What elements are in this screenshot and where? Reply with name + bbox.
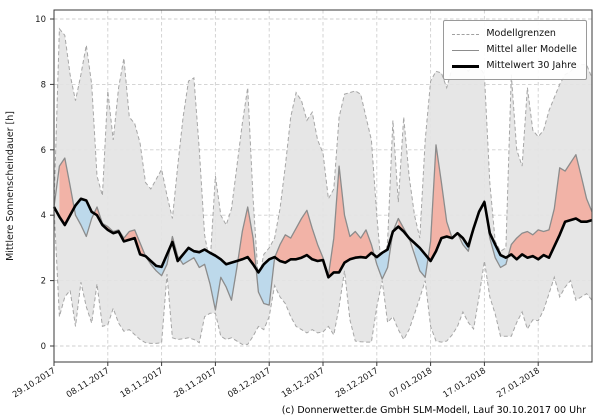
- model-mean-line: [53, 144, 593, 311]
- model-mean-path: [53, 144, 593, 311]
- x-tick-label: 27.01.2018: [495, 366, 542, 400]
- model-range-band: [53, 27, 593, 345]
- x-tick-label: 29.10.2017: [11, 366, 58, 400]
- x-tick-label: 08.12.2017: [226, 366, 273, 400]
- climate-mean-line: [52, 197, 593, 279]
- below-normal-fill: [414, 243, 429, 278]
- above-normal-fill: [428, 144, 453, 261]
- black-line-icon: [452, 64, 480, 68]
- x-tick-label: 08.11.2017: [65, 366, 112, 400]
- below-normal-fill: [374, 231, 393, 279]
- model-min-boundary: [53, 206, 593, 345]
- axes-box: [50, 9, 593, 366]
- y-tick-label: 8: [41, 80, 46, 90]
- x-tick-label: 18.12.2017: [280, 366, 327, 400]
- above-normal-fill: [237, 207, 257, 269]
- model-range-area: [54, 28, 592, 345]
- legend-item-modellgrenzen: Modellgrenzen: [452, 26, 577, 42]
- legend-label: Mittel aller Modelle: [486, 44, 577, 56]
- x-tick-label: 07.01.2018: [388, 366, 435, 400]
- y-tick-label: 10: [35, 15, 46, 25]
- y-tick-label: 0: [41, 342, 46, 352]
- legend: Modellgrenzen Mittel aller Modelle Mitte…: [443, 20, 587, 80]
- legend-item-mittelwert-30-jahre: Mittelwert 30 Jahre: [452, 58, 577, 74]
- y-tick-label: 2: [41, 277, 46, 287]
- below-normal-fill: [150, 246, 171, 276]
- dashed-line-icon: [452, 33, 480, 35]
- x-tick-labels: 29.10.2017 08.11.2017 18.11.2017 28.11.2017…: [11, 366, 542, 400]
- above-normal-fill: [274, 166, 375, 278]
- gray-line-icon: [452, 49, 480, 51]
- copyright-credit: (c) Donnerwetter.de GmbH SLM-Modell, Lau…: [281, 405, 586, 416]
- legend-item-mittel-aller-modelle: Mittel aller Modelle: [452, 42, 577, 58]
- y-tick-label: 6: [41, 146, 46, 156]
- y-tick-labels: 0 2 4 6 8 10: [35, 15, 46, 352]
- model-max-boundary: [53, 27, 593, 281]
- y-axis-label: Mittlere Sonnenscheindauer [h]: [5, 111, 16, 261]
- x-tick-label: 28.11.2017: [172, 366, 219, 400]
- y-tick-label: 4: [41, 211, 46, 221]
- climate-mean-path: [52, 197, 593, 279]
- legend-label: Mittelwert 30 Jahre: [486, 60, 577, 72]
- legend-label: Modellgrenzen: [486, 28, 556, 40]
- x-tick-label: 28.12.2017: [334, 366, 381, 400]
- above-normal-fill: [59, 158, 75, 225]
- x-tick-label: 17.01.2018: [441, 366, 488, 400]
- x-tick-label: 18.11.2017: [119, 366, 166, 400]
- below-normal-fill: [462, 228, 474, 252]
